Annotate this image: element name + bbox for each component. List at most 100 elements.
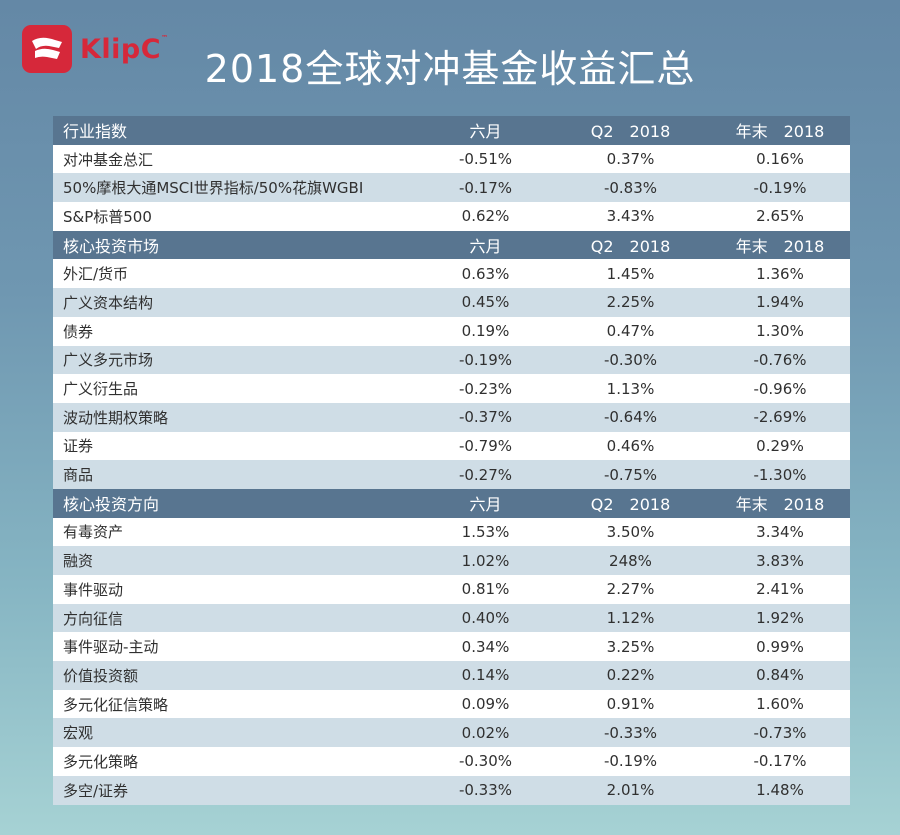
cell-q2-2018: 2.01% xyxy=(606,781,655,800)
cell-june: 0.19% xyxy=(461,322,510,341)
cell-june: 0.81% xyxy=(461,580,510,599)
cell-june: -0.37% xyxy=(458,408,513,427)
cell-june: -0.27% xyxy=(458,465,513,484)
cell-q2-2018: 0.91% xyxy=(606,695,655,714)
logo-emblem-icon xyxy=(22,25,72,73)
cell-year-end-2018: 1.36% xyxy=(756,264,804,283)
table-row: 证券 -0.79% 0.46% 0.29% xyxy=(53,431,850,461)
cell-june: -0.19% xyxy=(458,350,513,369)
cell-june: -0.17% xyxy=(458,178,513,197)
header-year-end-2018: 年末 2018 xyxy=(735,237,825,257)
cell-june: -0.51% xyxy=(458,150,513,169)
cell-q2-2018: 3.43% xyxy=(606,207,655,226)
cell-year-end-2018: -0.17% xyxy=(753,752,807,771)
header-year-end-2018: 年末 2018 xyxy=(735,122,825,142)
cell-june: 0.14% xyxy=(461,666,510,685)
cell-year-end-2018: -0.76% xyxy=(753,350,807,369)
table-row: 多空/证券 -0.33% 2.01% 1.48% xyxy=(53,775,850,805)
cell-year-end-2018: 1.92% xyxy=(756,609,804,628)
cell-q2-2018: 1.45% xyxy=(606,264,655,283)
row-label: 事件驱动-主动 xyxy=(63,638,159,657)
cell-q2-2018: -0.19% xyxy=(603,752,658,771)
cell-q2-2018: -0.33% xyxy=(603,723,658,742)
row-label: 有毒资产 xyxy=(63,523,124,542)
row-label: 广义衍生品 xyxy=(63,380,139,399)
table-row: 波动性期权策略 -0.37% -0.64% -2.69% xyxy=(53,402,850,432)
cell-year-end-2018: -0.96% xyxy=(753,379,807,398)
row-label: S&P标普500 xyxy=(63,207,152,226)
cell-year-end-2018: 1.94% xyxy=(756,293,804,312)
cell-year-end-2018: 1.60% xyxy=(756,695,804,714)
cell-q2-2018: -0.75% xyxy=(603,465,658,484)
section-header-label: 核心投资方向 xyxy=(63,495,160,515)
table-row: 商品 -0.27% -0.75% -1.30% xyxy=(53,460,850,489)
header-q2-2018: Q2 2018 xyxy=(590,495,671,515)
row-label: 多元化策略 xyxy=(63,752,139,771)
table-row: 价值投资额 0.14% 0.22% 0.84% xyxy=(53,661,850,690)
row-label: 广义多元市场 xyxy=(63,351,154,370)
row-label: 多空/证券 xyxy=(63,781,129,800)
cell-june: -0.79% xyxy=(458,436,513,455)
table-row: 方向征信 0.40% 1.12% 1.92% xyxy=(53,603,850,633)
cell-year-end-2018: 0.84% xyxy=(756,666,804,685)
header-q2-2018: Q2 2018 xyxy=(590,122,671,142)
row-label: 债券 xyxy=(63,322,94,341)
table-row: 多元化策略 -0.30% -0.19% -0.17% xyxy=(53,747,850,776)
returns-table: 行业指数 六月 Q2 2018 年末 2018 对冲基金总汇 -0.51% 0.37% 0.1… xyxy=(53,116,850,805)
cell-q2-2018: -0.83% xyxy=(603,178,658,197)
cell-june: -0.33% xyxy=(458,781,513,800)
cell-june: 0.45% xyxy=(461,293,510,312)
row-label: 50%摩根大通MSCI世界指标/50%花旗WGBI xyxy=(63,179,364,198)
brand-name: KlipC™ xyxy=(80,33,169,65)
cell-year-end-2018: -2.69% xyxy=(753,408,807,427)
table-row: 债券 0.19% 0.47% 1.30% xyxy=(53,316,850,346)
cell-year-end-2018: 1.48% xyxy=(756,781,804,800)
cell-year-end-2018: 2.41% xyxy=(756,580,804,599)
cell-year-end-2018: -0.73% xyxy=(753,723,807,742)
section-header-label: 核心投资市场 xyxy=(63,237,160,257)
cell-june: 0.40% xyxy=(461,609,510,628)
cell-q2-2018: 2.25% xyxy=(606,293,655,312)
row-label: 价值投资额 xyxy=(63,666,139,685)
page-title: 2018全球对冲基金收益汇总 xyxy=(204,47,696,91)
cell-q2-2018: 248% xyxy=(609,551,652,570)
cell-june: 0.62% xyxy=(461,207,510,226)
header-june: 六月 xyxy=(469,237,502,257)
cell-q2-2018: 0.47% xyxy=(606,322,655,341)
header-june: 六月 xyxy=(469,495,502,515)
cell-q2-2018: 0.46% xyxy=(606,436,655,455)
header-june: 六月 xyxy=(469,122,502,142)
row-label: 方向征信 xyxy=(63,609,124,628)
row-label: 外汇/货币 xyxy=(63,265,129,284)
cell-q2-2018: 0.22% xyxy=(606,666,655,685)
cell-june: 0.34% xyxy=(461,637,510,656)
cell-year-end-2018: 0.99% xyxy=(756,637,804,656)
cell-year-end-2018: 0.29% xyxy=(756,436,804,455)
section-header: 核心投资方向 六月 Q2 2018 年末 2018 xyxy=(53,488,850,518)
cell-q2-2018: 3.25% xyxy=(606,637,655,656)
cell-q2-2018: 0.37% xyxy=(606,150,655,169)
cell-june: 1.53% xyxy=(461,522,510,541)
cell-year-end-2018: 0.16% xyxy=(756,150,804,169)
cell-year-end-2018: 3.34% xyxy=(756,522,804,541)
cell-june: -0.30% xyxy=(458,752,513,771)
table-row: 广义衍生品 -0.23% 1.13% -0.96% xyxy=(53,374,850,403)
table-row: 外汇/货币 0.63% 1.45% 1.36% xyxy=(53,259,850,289)
cell-q2-2018: 2.27% xyxy=(606,580,655,599)
table-row: 多元化征信策略 0.09% 0.91% 1.60% xyxy=(53,689,850,719)
row-label: 波动性期权策略 xyxy=(63,408,169,427)
table-row: 有毒资产 1.53% 3.50% 3.34% xyxy=(53,517,850,547)
cell-june: -0.23% xyxy=(458,379,513,398)
brand-logo: KlipC™ xyxy=(22,24,172,74)
table-row: 对冲基金总汇 -0.51% 0.37% 0.16% xyxy=(53,144,850,174)
cell-june: 0.09% xyxy=(461,695,510,714)
cell-june: 0.63% xyxy=(461,264,510,283)
table-row: 广义资本结构 0.45% 2.25% 1.94% xyxy=(53,288,850,317)
cell-q2-2018: 1.12% xyxy=(606,609,655,628)
row-label: 商品 xyxy=(63,466,94,485)
row-label: 对冲基金总汇 xyxy=(63,150,154,169)
row-label: 事件驱动 xyxy=(63,580,124,599)
header-q2-2018: Q2 2018 xyxy=(590,237,671,257)
table-row: 事件驱动 0.81% 2.27% 2.41% xyxy=(53,575,850,604)
row-label: 多元化征信策略 xyxy=(63,695,169,714)
